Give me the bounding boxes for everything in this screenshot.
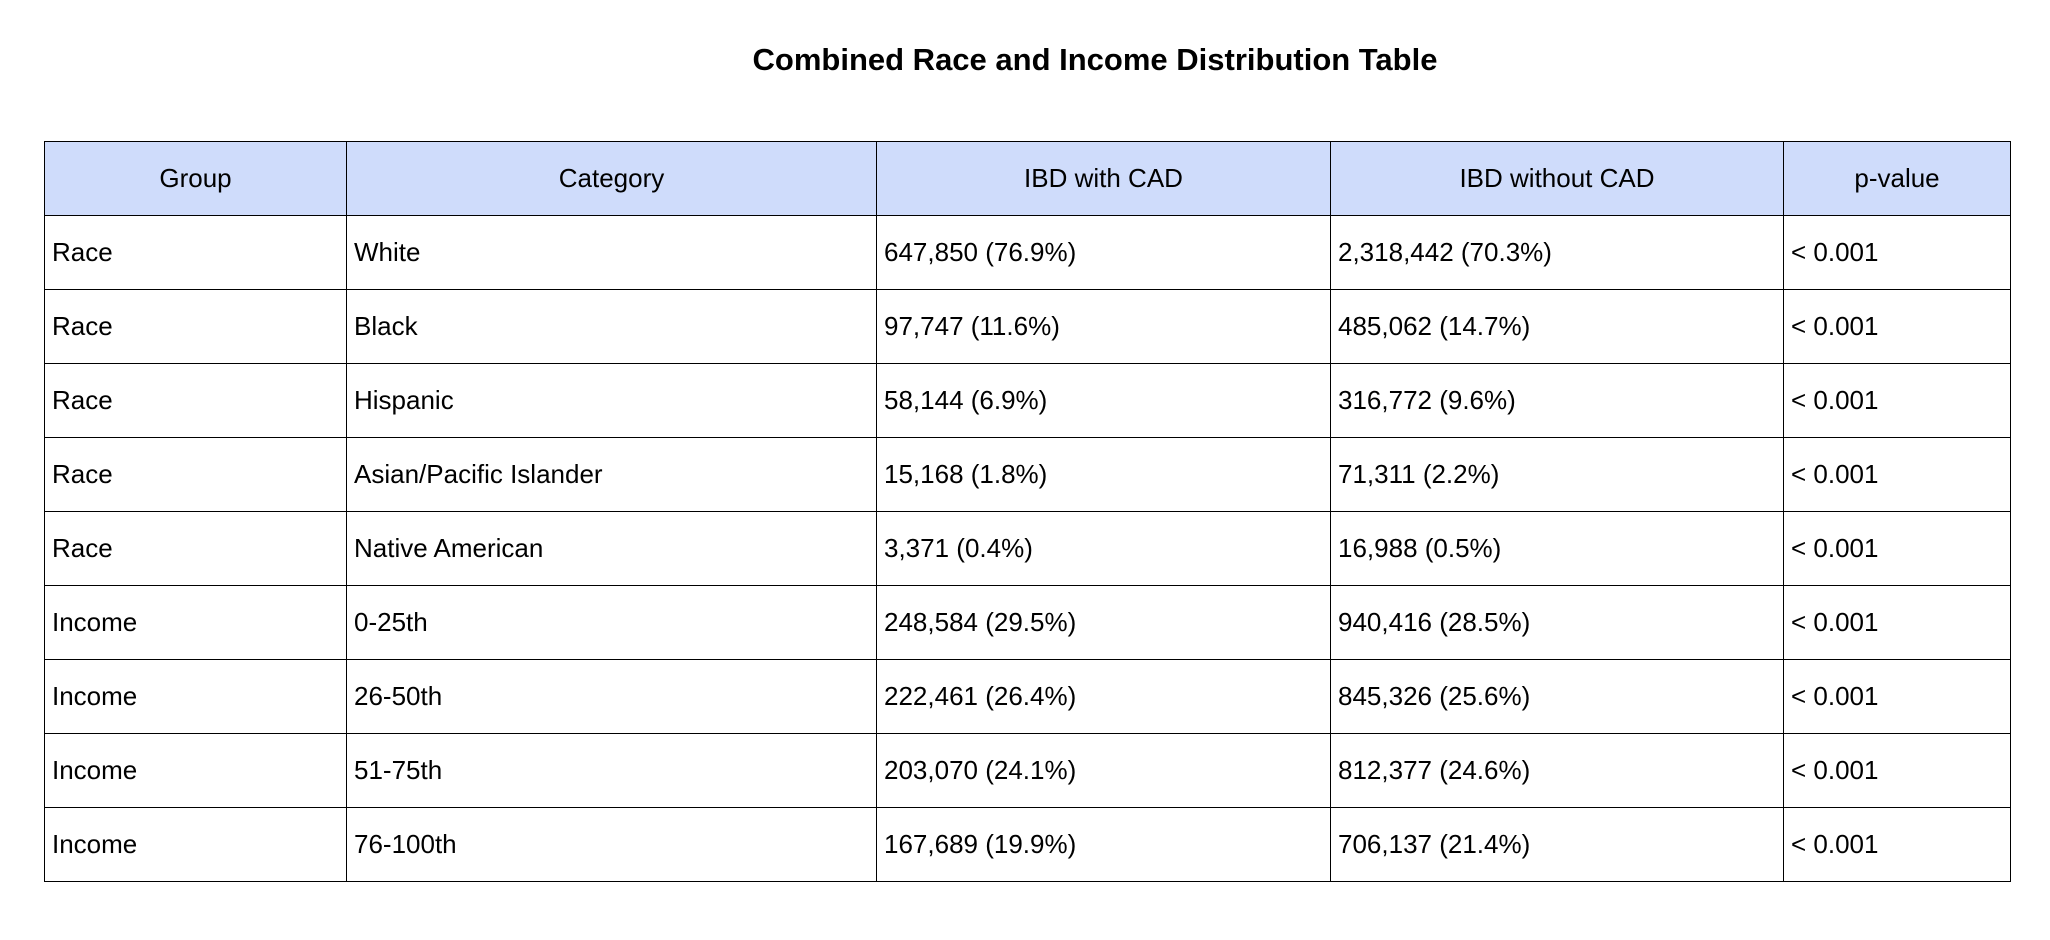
table-row: Race Asian/Pacific Islander 15,168 (1.8%) 7… — [44, 437, 2011, 512]
group-cell: Race — [44, 437, 347, 512]
table-row: Race Black 97,747 (11.6%) 485,062 (14.7%) < … — [44, 289, 2011, 364]
ibd-with-cad-cell: 167,689 (19.9%) — [876, 807, 1331, 882]
p-value-cell: < 0.001 — [1783, 289, 2011, 364]
p-value-cell: < 0.001 — [1783, 585, 2011, 660]
group-cell: Race — [44, 215, 347, 290]
ibd-without-cad-cell: 940,416 (28.5%) — [1330, 585, 1784, 660]
header-row: Group Category IBD with CAD IBD without … — [44, 141, 2011, 216]
column-header-category: Category — [346, 141, 877, 216]
table-row: Income 26-50th 222,461 (26.4%) 845,326 (25.… — [44, 659, 2011, 734]
group-cell: Income — [44, 659, 347, 734]
category-cell: Black — [346, 289, 877, 364]
p-value-cell: < 0.001 — [1783, 215, 2011, 290]
ibd-without-cad-cell: 812,377 (24.6%) — [1330, 733, 1784, 808]
column-header-ibd-without-cad: IBD without CAD — [1330, 141, 1784, 216]
ibd-with-cad-cell: 97,747 (11.6%) — [876, 289, 1331, 364]
ibd-with-cad-cell: 203,070 (24.1%) — [876, 733, 1331, 808]
ibd-with-cad-cell: 647,850 (76.9%) — [876, 215, 1331, 290]
category-cell: 76-100th — [346, 807, 877, 882]
category-cell: Native American — [346, 511, 877, 586]
p-value-cell: < 0.001 — [1783, 363, 2011, 438]
p-value-cell: < 0.001 — [1783, 807, 2011, 882]
distribution-table: Group Category IBD with CAD IBD without … — [44, 141, 2011, 882]
ibd-without-cad-cell: 485,062 (14.7%) — [1330, 289, 1784, 364]
ibd-without-cad-cell: 71,311 (2.2%) — [1330, 437, 1784, 512]
column-header-p-value: p-value — [1783, 141, 2011, 216]
table-title: Combined Race and Income Distribution Ta… — [752, 42, 1438, 77]
group-cell: Race — [44, 363, 347, 438]
group-cell: Income — [44, 733, 347, 808]
p-value-cell: < 0.001 — [1783, 437, 2011, 512]
table-body: Race White 647,850 (76.9%) 2,318,442 (70.3%… — [44, 215, 2011, 882]
ibd-with-cad-cell: 3,371 (0.4%) — [876, 511, 1331, 586]
category-cell: 26-50th — [346, 659, 877, 734]
table-row: Race White 647,850 (76.9%) 2,318,442 (70.3%… — [44, 215, 2011, 290]
p-value-cell: < 0.001 — [1783, 511, 2011, 586]
category-cell: Asian/Pacific Islander — [346, 437, 877, 512]
distribution-table-container: Group Category IBD with CAD IBD without … — [44, 141, 2011, 882]
table-row: Income 76-100th 167,689 (19.9%) 706,137 (21… — [44, 807, 2011, 882]
category-cell: 51-75th — [346, 733, 877, 808]
ibd-with-cad-cell: 58,144 (6.9%) — [876, 363, 1331, 438]
ibd-without-cad-cell: 316,772 (9.6%) — [1330, 363, 1784, 438]
column-header-ibd-with-cad: IBD with CAD — [876, 141, 1331, 216]
group-cell: Income — [44, 807, 347, 882]
category-cell: 0-25th — [346, 585, 877, 660]
group-cell: Income — [44, 585, 347, 660]
group-cell: Race — [44, 289, 347, 364]
ibd-without-cad-cell: 706,137 (21.4%) — [1330, 807, 1784, 882]
ibd-with-cad-cell: 15,168 (1.8%) — [876, 437, 1331, 512]
category-cell: White — [346, 215, 877, 290]
table-row: Race Native American 3,371 (0.4%) 16,988 (0… — [44, 511, 2011, 586]
table-row: Income 0-25th 248,584 (29.5%) 940,416 (28.5… — [44, 585, 2011, 660]
ibd-without-cad-cell: 845,326 (25.6%) — [1330, 659, 1784, 734]
column-header-group: Group — [44, 141, 347, 216]
p-value-cell: < 0.001 — [1783, 659, 2011, 734]
ibd-with-cad-cell: 222,461 (26.4%) — [876, 659, 1331, 734]
category-cell: Hispanic — [346, 363, 877, 438]
table-row: Race Hispanic 58,144 (6.9%) 316,772 (9.6%) <… — [44, 363, 2011, 438]
ibd-without-cad-cell: 16,988 (0.5%) — [1330, 511, 1784, 586]
p-value-cell: < 0.001 — [1783, 733, 2011, 808]
table-row: Income 51-75th 203,070 (24.1%) 812,377 (24.… — [44, 733, 2011, 808]
ibd-without-cad-cell: 2,318,442 (70.3%) — [1330, 215, 1784, 290]
ibd-with-cad-cell: 248,584 (29.5%) — [876, 585, 1331, 660]
group-cell: Race — [44, 511, 347, 586]
